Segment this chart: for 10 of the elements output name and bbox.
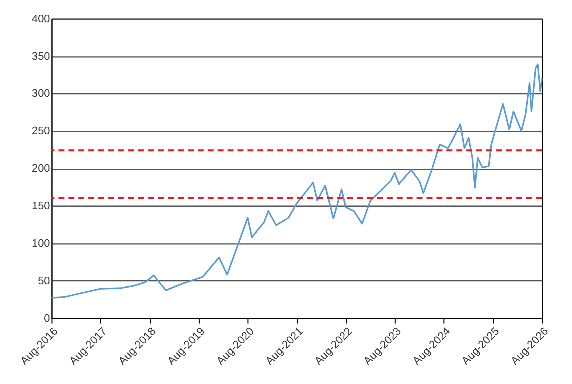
y-tick-label: 100: [32, 238, 50, 250]
y-tick-label: 400: [32, 13, 50, 26]
y-tick-label: 50: [38, 275, 50, 288]
y-tick-label: 200: [32, 163, 50, 176]
y-tick-label: 300: [32, 88, 50, 100]
y-tick-label: 250: [32, 126, 50, 138]
line-series: [50, 64, 543, 299]
y-tick-label: 0: [44, 312, 50, 325]
y-tick-label: 350: [32, 50, 50, 63]
y-tick-label: 150: [32, 200, 50, 212]
